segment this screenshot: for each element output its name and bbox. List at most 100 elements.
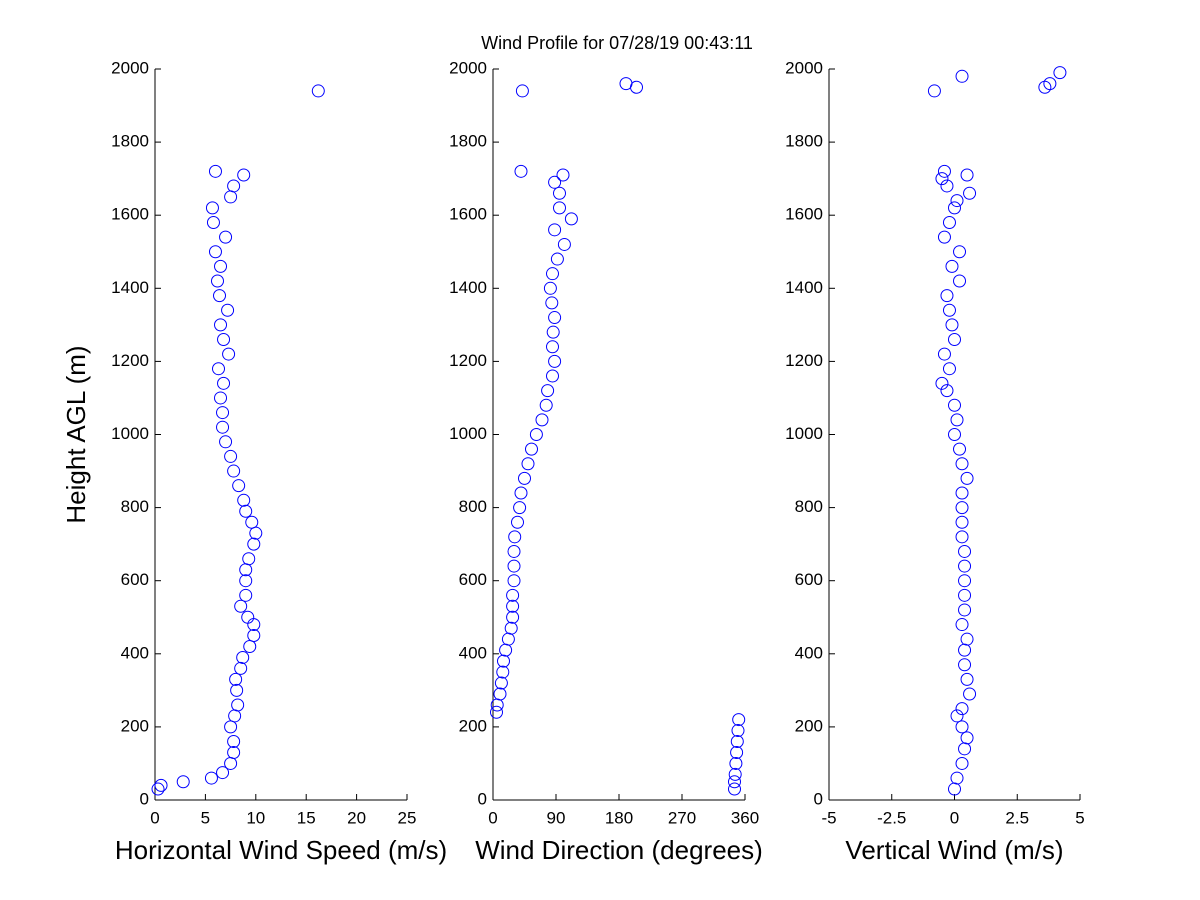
data-point bbox=[219, 230, 233, 244]
data-point bbox=[963, 687, 977, 701]
x-tick-label: 360 bbox=[731, 808, 759, 827]
data-point bbox=[546, 340, 559, 354]
data-point bbox=[231, 698, 245, 712]
data-point bbox=[227, 745, 241, 759]
data-point bbox=[935, 376, 949, 390]
y-tick-label: 600 bbox=[459, 570, 487, 589]
data-point bbox=[241, 610, 255, 624]
data-point bbox=[732, 713, 746, 727]
data-point bbox=[940, 384, 954, 398]
data-point bbox=[490, 705, 503, 719]
x-tick-label: 270 bbox=[668, 808, 696, 827]
data-point bbox=[619, 77, 633, 91]
data-point bbox=[548, 354, 562, 368]
data-point bbox=[499, 643, 513, 657]
y-tick-label: 1800 bbox=[449, 132, 487, 151]
data-point bbox=[927, 84, 941, 98]
data-point bbox=[953, 245, 967, 259]
data-point bbox=[506, 599, 520, 613]
data-point bbox=[950, 413, 964, 427]
data-point bbox=[955, 702, 969, 716]
data-point bbox=[518, 471, 531, 485]
data-point bbox=[521, 457, 535, 471]
data-point bbox=[950, 194, 964, 208]
data-point bbox=[960, 168, 974, 182]
data-point bbox=[216, 406, 230, 420]
y-tick-label: 1000 bbox=[785, 424, 823, 443]
data-point bbox=[543, 281, 557, 295]
data-point bbox=[222, 347, 236, 361]
y-tick-label: 0 bbox=[478, 789, 487, 808]
data-point bbox=[525, 442, 538, 456]
data-point bbox=[958, 643, 972, 657]
data-point bbox=[958, 544, 972, 558]
data-point bbox=[942, 362, 956, 376]
data-point bbox=[546, 267, 559, 281]
data-point bbox=[955, 486, 969, 500]
data-point bbox=[154, 778, 168, 792]
y-tick-label: 1600 bbox=[111, 205, 149, 224]
x-tick-label: 180 bbox=[605, 808, 633, 827]
data-point bbox=[508, 530, 522, 544]
data-point bbox=[948, 428, 961, 441]
x-tick-label: 0 bbox=[150, 808, 159, 827]
data-point bbox=[501, 632, 515, 646]
data-point bbox=[950, 709, 964, 723]
data-point bbox=[506, 588, 520, 602]
data-point bbox=[958, 588, 972, 602]
data-point bbox=[937, 347, 951, 361]
data-point bbox=[728, 775, 741, 789]
y-tick-label: 600 bbox=[795, 570, 823, 589]
data-point bbox=[506, 610, 520, 624]
data-point bbox=[529, 428, 543, 441]
data-point bbox=[507, 559, 521, 573]
data-point bbox=[948, 332, 961, 346]
data-point bbox=[1043, 77, 1057, 91]
data-point bbox=[963, 186, 977, 200]
data-point bbox=[556, 168, 570, 182]
y-tick-label: 0 bbox=[140, 789, 149, 808]
data-point bbox=[212, 362, 226, 376]
data-point bbox=[214, 318, 228, 332]
data-point bbox=[214, 259, 228, 273]
data-point bbox=[245, 515, 259, 529]
data-point bbox=[557, 237, 571, 251]
y-tick-label: 1400 bbox=[785, 278, 823, 297]
data-point bbox=[507, 574, 521, 588]
data-point bbox=[511, 515, 524, 529]
data-point bbox=[236, 650, 250, 664]
data-point bbox=[942, 303, 956, 317]
x-tick-label: -5 bbox=[821, 808, 836, 827]
data-point bbox=[496, 665, 510, 679]
data-point bbox=[232, 479, 246, 493]
data-point bbox=[217, 332, 231, 346]
data-point bbox=[958, 559, 972, 573]
data-point bbox=[553, 186, 566, 200]
y-tick-label: 200 bbox=[121, 716, 149, 735]
data-point bbox=[515, 84, 529, 98]
y-tick-label: 400 bbox=[795, 643, 823, 662]
data-point bbox=[942, 216, 956, 230]
y-tick-label: 1600 bbox=[785, 205, 823, 224]
data-point bbox=[1053, 66, 1067, 80]
data-point bbox=[237, 168, 251, 182]
data-point bbox=[513, 501, 527, 515]
data-point bbox=[247, 629, 261, 643]
x-tick-label: 25 bbox=[398, 808, 417, 827]
data-point bbox=[564, 212, 578, 226]
y-tick-label: 200 bbox=[459, 716, 487, 735]
data-point bbox=[960, 672, 974, 686]
data-point bbox=[151, 782, 165, 796]
data-point bbox=[553, 201, 566, 215]
y-tick-label: 1600 bbox=[449, 205, 487, 224]
y-tick-label: 600 bbox=[121, 570, 149, 589]
data-point bbox=[208, 164, 222, 178]
y-tick-label: 400 bbox=[121, 643, 149, 662]
data-point bbox=[210, 274, 224, 288]
data-point bbox=[960, 471, 974, 485]
data-point bbox=[960, 632, 974, 646]
figure-title: Wind Profile for 07/28/19 00:43:11 bbox=[481, 33, 753, 53]
y-tick-label: 1200 bbox=[111, 351, 149, 370]
data-point bbox=[237, 493, 251, 507]
y-tick-label: 0 bbox=[814, 789, 823, 808]
